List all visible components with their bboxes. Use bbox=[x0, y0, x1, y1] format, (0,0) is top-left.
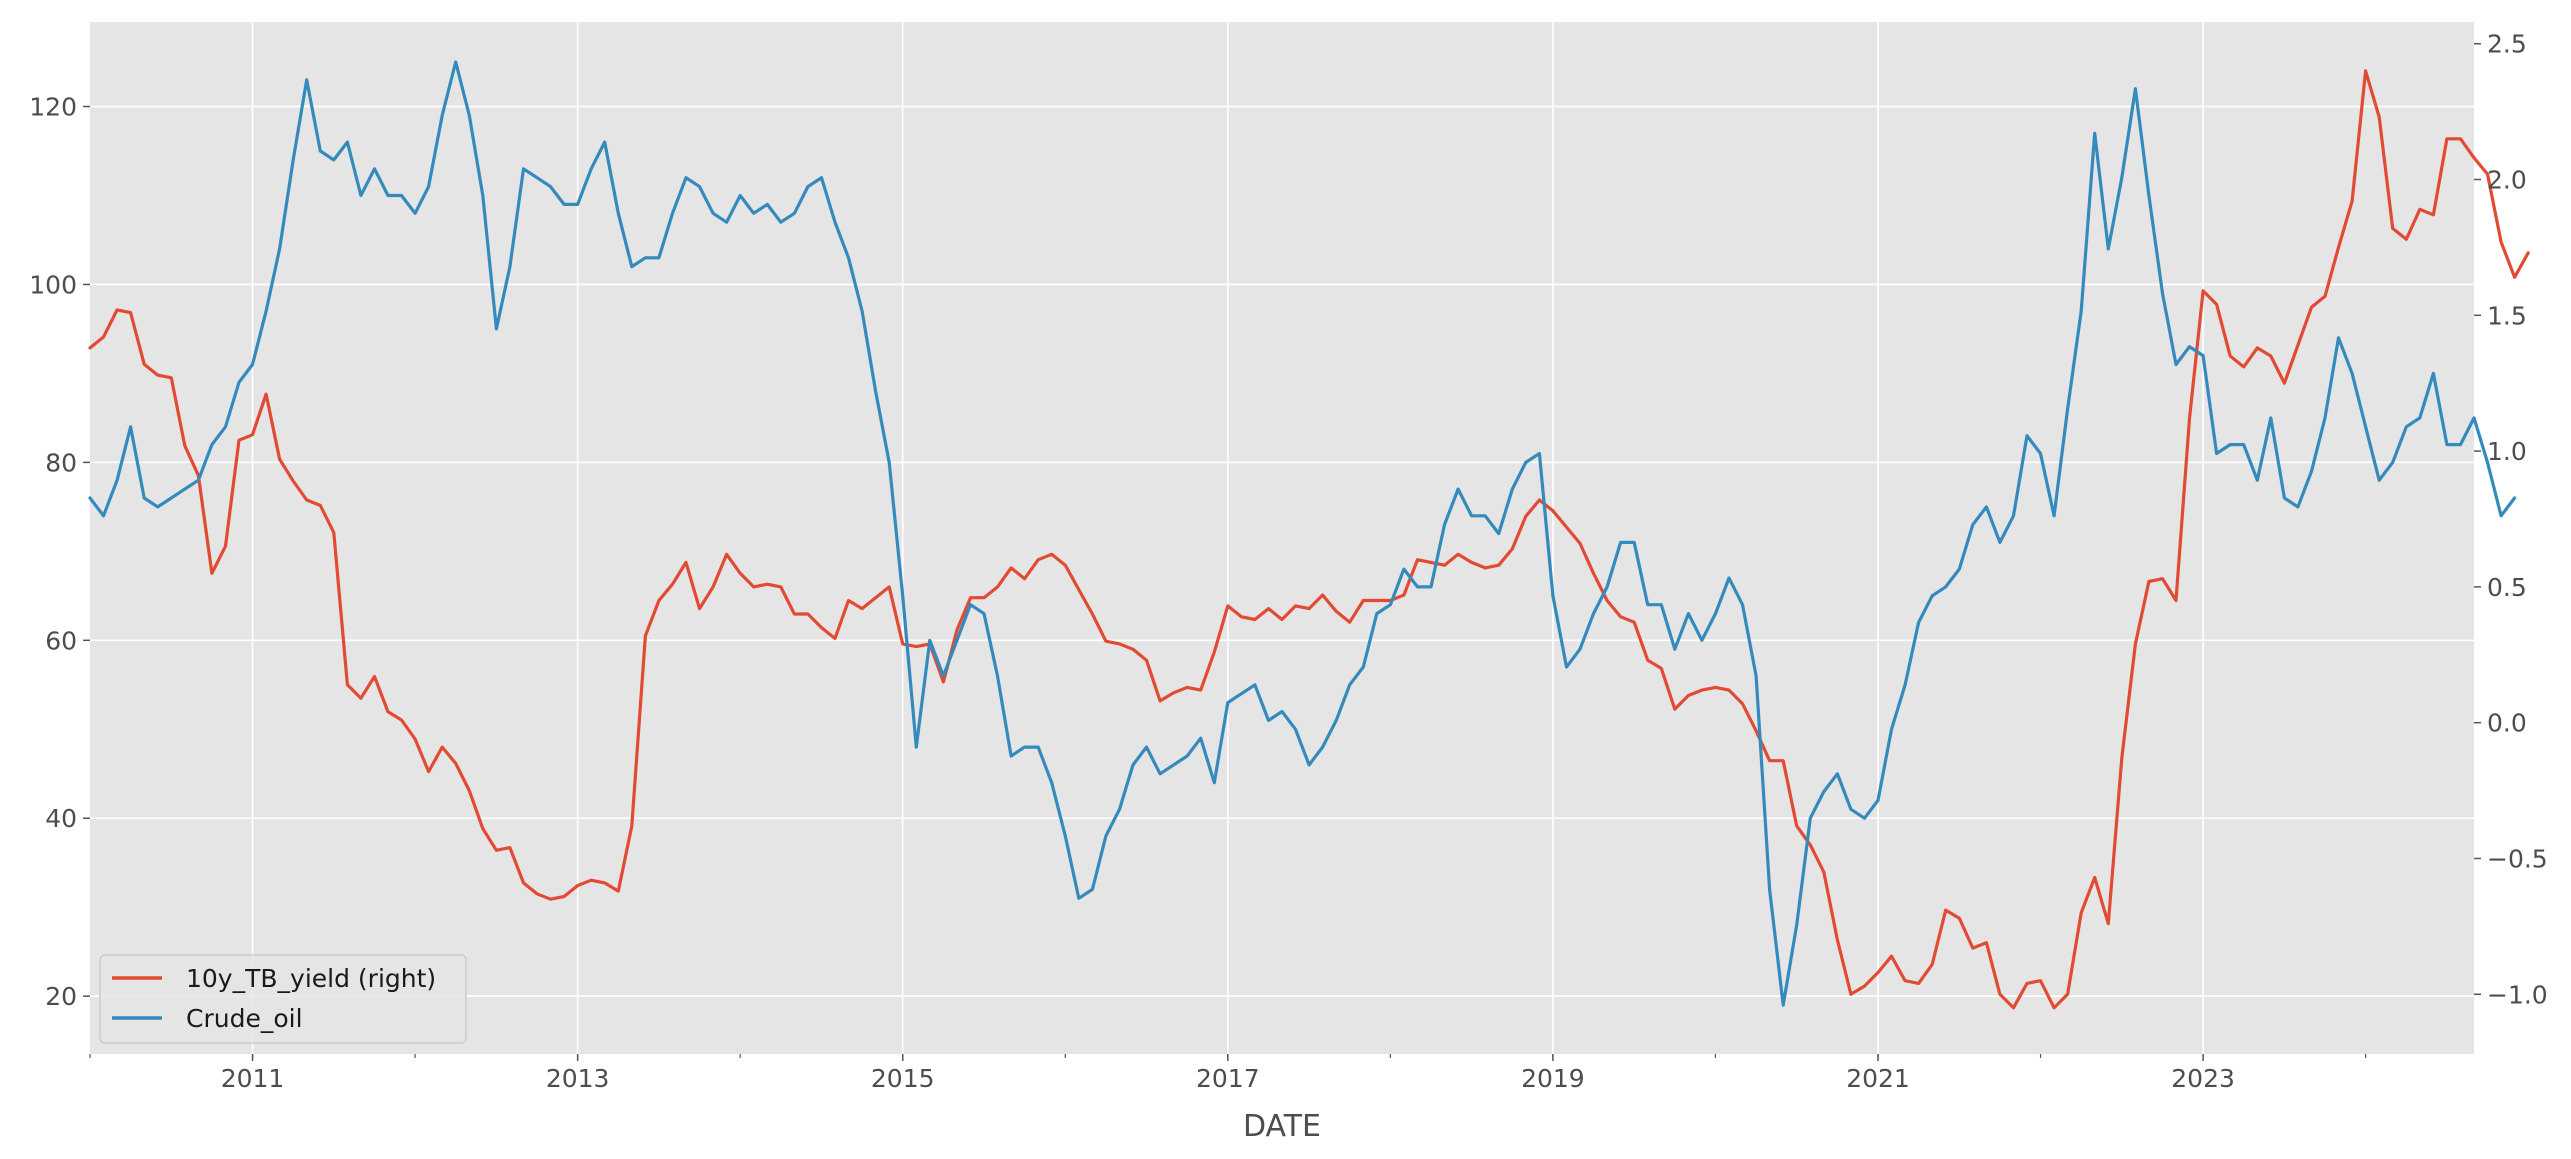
x-tick-label: 2017 bbox=[1196, 1064, 1260, 1093]
y-left-tick-label: 100 bbox=[29, 270, 77, 299]
x-tick-label: 2015 bbox=[871, 1064, 935, 1093]
x-tick-label: 2011 bbox=[221, 1064, 285, 1093]
legend-box bbox=[99, 954, 467, 1044]
y-right-tick-label: 1.0 bbox=[2487, 437, 2527, 466]
y-right-tick-label: 0.5 bbox=[2487, 573, 2527, 602]
plot-area bbox=[90, 22, 2474, 1054]
y-left-tick-label: 120 bbox=[29, 93, 77, 122]
x-tick-label: 2021 bbox=[1846, 1064, 1910, 1093]
y-right-tick-label: 2.5 bbox=[2487, 30, 2527, 59]
y-right-tick-label: 2.0 bbox=[2487, 166, 2527, 195]
y-right-tick-label: −0.5 bbox=[2487, 844, 2548, 873]
series-layer bbox=[88, 60, 2530, 1010]
x-tick-label: 2013 bbox=[546, 1064, 610, 1093]
series-line-crude-oil bbox=[88, 60, 2517, 1007]
legend-label-yield: 10y_TB_yield (right) bbox=[186, 964, 436, 993]
y-left-tick-label: 60 bbox=[45, 626, 77, 655]
legend-label-crude: Crude_oil bbox=[186, 1004, 303, 1033]
x-tick-label: 2019 bbox=[1521, 1064, 1585, 1093]
y-left-tick-label: 80 bbox=[45, 448, 77, 477]
series-line-10y-tb-yield bbox=[88, 69, 2530, 1010]
legend: 10y_TB_yield (right) Crude_oil bbox=[99, 954, 467, 1044]
grid bbox=[90, 22, 2474, 1054]
y-right-tick-label: −1.0 bbox=[2487, 980, 2548, 1009]
y-right-tick-label: 1.5 bbox=[2487, 301, 2527, 330]
x-tick-label: 2023 bbox=[2171, 1064, 2235, 1093]
y-left-tick-label: 40 bbox=[45, 804, 77, 833]
x-axis-label: DATE bbox=[1243, 1109, 1321, 1144]
y-left-tick-label: 20 bbox=[45, 982, 77, 1011]
axes: 2011 2013 2015 2017 2019 2021 2023 20 40 60 80 100 1… bbox=[29, 30, 2547, 1093]
y-right-tick-label: 0.0 bbox=[2487, 709, 2527, 738]
